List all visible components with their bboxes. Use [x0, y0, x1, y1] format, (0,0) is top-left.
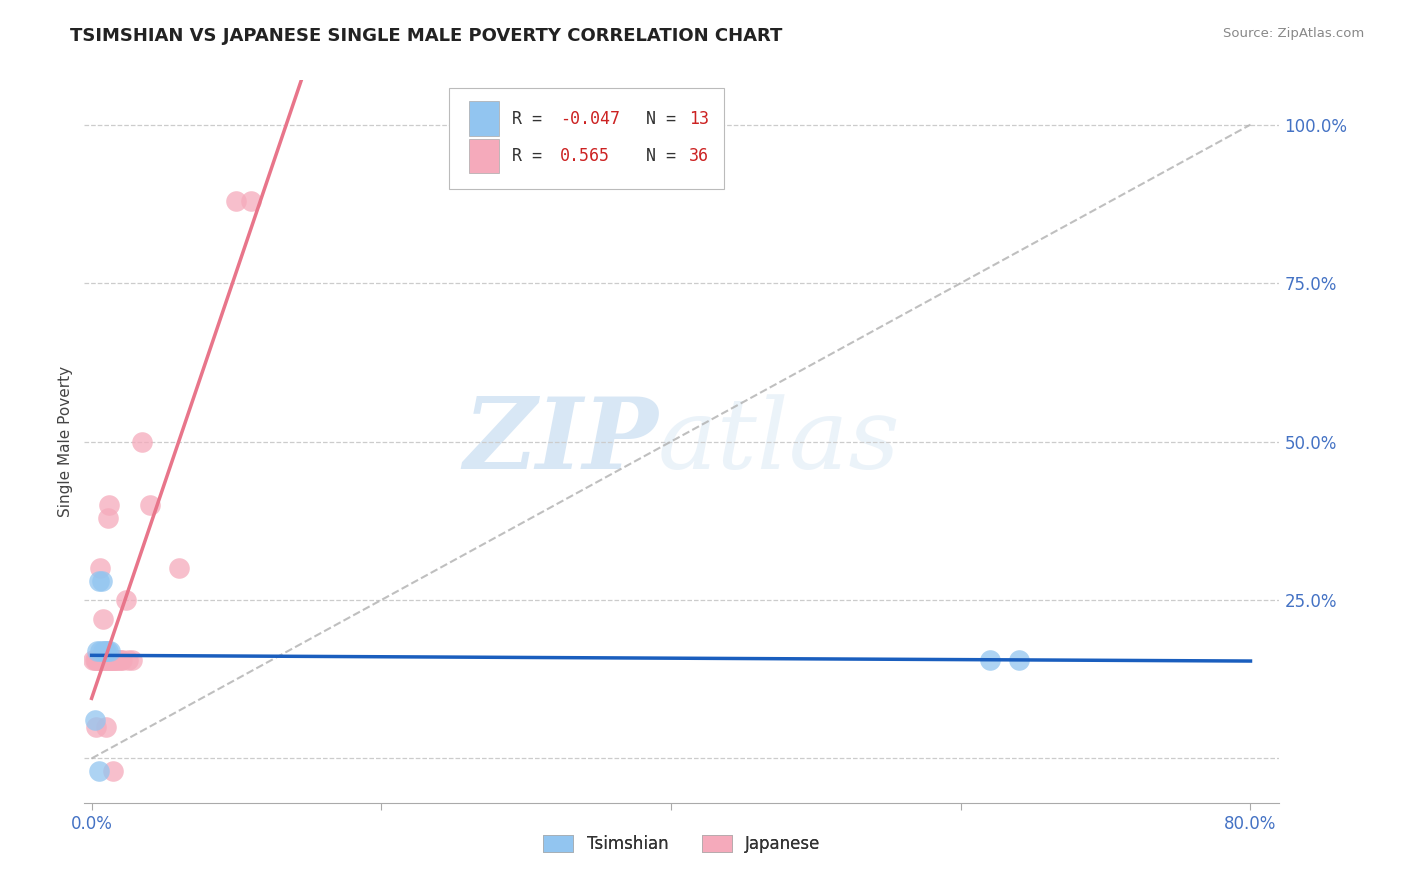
Point [107, 653, 129, 667]
Point [84, 653, 107, 667]
Point [89, 561, 111, 575]
Point [90, 653, 112, 667]
Bar [470, 101, 499, 136]
Point [131, 434, 153, 449]
Text: R =: R = [512, 147, 562, 165]
Point [84, 720, 107, 734]
Point [98, 653, 121, 667]
Point [94, 643, 117, 657]
Point [96, 510, 118, 524]
Point [89, 643, 111, 657]
Point [87, 653, 110, 667]
Text: atlas: atlas [658, 394, 901, 489]
Text: ZIP: ZIP [463, 393, 658, 490]
Text: N =: N = [626, 110, 686, 128]
Legend: Tsimshian, Japanese: Tsimshian, Japanese [537, 828, 827, 860]
Point [83, 714, 105, 728]
Point [105, 653, 128, 667]
Point [91, 653, 114, 667]
Point [98, 498, 121, 512]
Point [121, 653, 143, 667]
Text: -0.047: -0.047 [560, 110, 620, 128]
Point [91, 643, 114, 657]
Point [87, 764, 110, 778]
Point [101, 653, 124, 667]
Point [94, 720, 117, 734]
Point [86, 653, 108, 667]
Point [103, 764, 125, 778]
Point [87, 653, 110, 667]
Point [91, 612, 114, 626]
Point [239, 194, 262, 208]
Y-axis label: Single Male Poverty: Single Male Poverty [58, 366, 73, 517]
Text: N =: N = [626, 147, 686, 165]
Point [87, 574, 110, 588]
Point [93, 643, 115, 657]
Text: TSIMSHIAN VS JAPANESE SINGLE MALE POVERTY CORRELATION CHART: TSIMSHIAN VS JAPANESE SINGLE MALE POVERT… [70, 27, 783, 45]
Point [94, 653, 117, 667]
Point [83, 653, 105, 667]
Point [1008, 653, 1031, 667]
Text: 0.565: 0.565 [560, 147, 610, 165]
Point [86, 643, 108, 657]
Text: Source: ZipAtlas.com: Source: ZipAtlas.com [1223, 27, 1364, 40]
Point [115, 593, 138, 607]
Point [979, 653, 1001, 667]
Point [138, 498, 160, 512]
FancyBboxPatch shape [449, 87, 724, 189]
Point [90, 574, 112, 588]
Point [96, 653, 118, 667]
Point [225, 194, 247, 208]
Point [93, 653, 115, 667]
Point [100, 643, 122, 657]
Point [100, 653, 122, 667]
Point [110, 653, 132, 667]
Point [96, 643, 118, 657]
Point [104, 653, 127, 667]
Point [117, 653, 139, 667]
Bar [470, 139, 499, 173]
Point [89, 653, 111, 667]
Point [103, 653, 125, 667]
Text: 36: 36 [689, 147, 709, 165]
Point [111, 653, 134, 667]
Point [167, 561, 190, 575]
Text: R =: R = [512, 110, 553, 128]
Text: 13: 13 [689, 110, 709, 128]
Point [82, 653, 104, 667]
